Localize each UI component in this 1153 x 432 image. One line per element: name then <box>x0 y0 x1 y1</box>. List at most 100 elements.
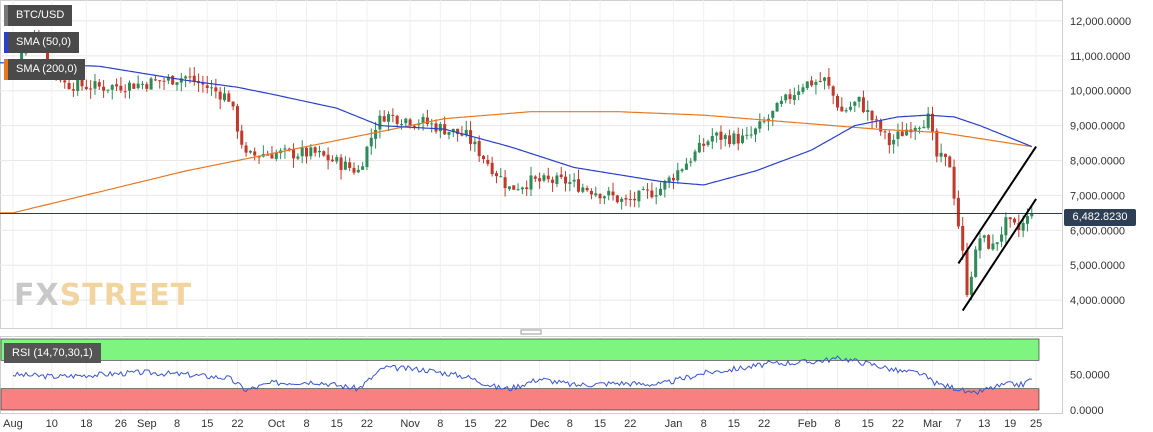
candle-body <box>654 195 658 197</box>
candle-body <box>387 114 391 122</box>
candle-body <box>391 114 395 116</box>
candle-body <box>300 147 304 157</box>
candle-body <box>952 166 956 199</box>
last-price-label: 6,482.8230 <box>1072 211 1128 223</box>
candle-body <box>214 87 218 92</box>
candle-body <box>248 150 252 153</box>
candle-body <box>460 133 464 136</box>
candle-body <box>728 135 732 145</box>
candle-body <box>814 81 818 85</box>
candle-body <box>594 193 598 196</box>
x-tick-label: 15 <box>464 418 476 430</box>
x-tick-label: Aug <box>3 418 23 430</box>
x-tick-label: Nov <box>400 418 420 430</box>
x-tick-label: Mar <box>923 418 942 430</box>
candle-body <box>745 134 749 136</box>
x-tick-label: 19 <box>1004 418 1016 430</box>
candle-body <box>153 79 157 81</box>
candle-body <box>965 250 969 296</box>
candle-body <box>844 110 848 112</box>
candle-body <box>469 130 473 144</box>
candle-body <box>974 249 978 277</box>
candle-body <box>512 185 516 190</box>
candle-body <box>421 116 425 124</box>
candle-body <box>840 106 844 112</box>
candle-body <box>918 127 922 129</box>
candle-body <box>132 83 136 89</box>
x-tick-label: Oct <box>268 418 285 430</box>
candle-body <box>1025 216 1029 224</box>
candle-body <box>883 131 887 133</box>
candle-body <box>538 178 542 182</box>
y-tick-label: 12,000.0000 <box>1070 16 1131 28</box>
candle-body <box>533 176 537 179</box>
candle-body <box>836 95 840 108</box>
candle-body <box>715 132 719 136</box>
candle-body <box>296 156 300 159</box>
candle-body <box>719 131 723 140</box>
fxstreet-logo: FXSTREET <box>14 278 192 313</box>
y-tick-label: 11,000.0000 <box>1070 51 1130 63</box>
x-tick-label: 18 <box>80 418 92 430</box>
candle-body <box>205 85 209 89</box>
candle-body <box>218 91 222 100</box>
candle-body <box>646 189 650 191</box>
legend-sma200[interactable]: SMA (200,0) <box>4 59 86 80</box>
candle-body <box>775 103 779 112</box>
panel-resize-handle <box>520 329 542 335</box>
candle-body <box>870 110 874 121</box>
candle-body <box>736 133 740 144</box>
legend-symbol-label: BTC/USD <box>16 9 65 21</box>
candle-body <box>382 116 386 122</box>
candle-body <box>857 96 861 102</box>
candle-body <box>45 48 49 61</box>
x-tick-label: 22 <box>361 418 373 430</box>
sma50-line <box>0 62 1033 186</box>
candle-body <box>546 175 550 180</box>
candle-body <box>477 141 481 157</box>
candle-body <box>192 75 196 82</box>
candle-body <box>93 81 97 89</box>
candle-body <box>900 131 904 137</box>
candle-body <box>792 95 796 101</box>
x-tick-label: 15 <box>862 418 874 430</box>
candle-body <box>689 161 693 163</box>
candle-body <box>939 152 943 157</box>
candle-body <box>274 153 278 159</box>
x-tick-label: Feb <box>798 418 817 430</box>
x-tick-label: 25 <box>1030 418 1042 430</box>
legend-sma50[interactable]: SMA (50,0) <box>4 32 80 53</box>
candle-body <box>84 86 88 90</box>
candle-body <box>395 115 399 124</box>
candle-body <box>369 137 373 147</box>
y-tick-label: 10,000.0000 <box>1070 86 1131 98</box>
candle-body <box>805 81 809 89</box>
candle-body <box>313 147 317 153</box>
legend-symbol[interactable]: BTC/USD <box>4 5 73 26</box>
candle-body <box>710 135 714 142</box>
candle-body <box>978 238 982 251</box>
candle-body <box>1008 217 1012 220</box>
rsi-overbought-zone <box>0 338 1040 361</box>
y-tick-label: 5,000.0000 <box>1070 260 1125 272</box>
candle-body <box>162 80 166 82</box>
candle-body <box>1004 217 1008 236</box>
candle-body <box>317 150 321 153</box>
candle-body <box>564 176 568 184</box>
candle-body <box>188 76 192 78</box>
candle-body <box>309 147 313 157</box>
candle-body <box>650 190 654 198</box>
candle-body <box>430 123 434 125</box>
candle-body <box>210 87 214 89</box>
x-tick-label: Sep <box>137 418 157 430</box>
candle-body <box>905 129 909 136</box>
candle-body <box>637 190 641 202</box>
legend-rsi[interactable]: RSI (14,70,30,1) <box>4 343 101 363</box>
candle-body <box>140 83 144 85</box>
candle-body <box>106 89 110 91</box>
candle-body <box>425 117 429 124</box>
candle-body <box>680 169 684 172</box>
candle-body <box>287 148 291 150</box>
candle-body <box>913 128 917 132</box>
candle-body <box>771 110 775 118</box>
